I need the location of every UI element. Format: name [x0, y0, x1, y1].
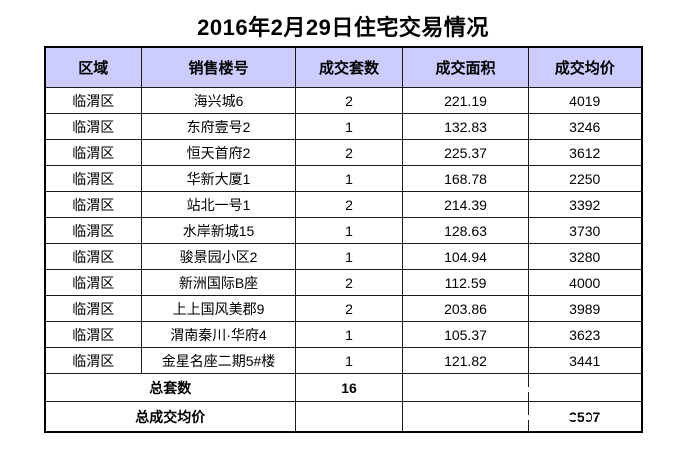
table-row: 临渭区 东府壹号2 1 132.83 3246: [44, 113, 642, 140]
table-cell: 1: [295, 347, 403, 374]
table-cell: 168.78: [402, 165, 529, 192]
summary-row-total-units: 总套数 16: [44, 373, 642, 402]
header-cell-avg-price: 成交均价: [528, 46, 642, 88]
table-cell: 2: [295, 139, 403, 166]
header-cell-region: 区域: [44, 46, 142, 88]
table-cell: 新洲国际B座: [141, 269, 296, 296]
table-cell: 128.63: [402, 217, 529, 244]
table-row: 临渭区 渭南秦川·华府4 1 105.37 3623: [44, 321, 642, 348]
summary-label-total-avg-price: 总成交均价: [44, 401, 296, 433]
table-cell: 203.86: [402, 295, 529, 322]
header-cell-units: 成交套数: [295, 46, 403, 88]
table-cell: 1: [295, 113, 403, 140]
table-cell: 临渭区: [44, 243, 142, 270]
table-row: 临渭区 海兴城6 2 221.19 4019: [44, 87, 642, 114]
table-cell: 3612: [528, 139, 642, 166]
table-cell: 3392: [528, 191, 642, 218]
table-cell: 临渭区: [44, 191, 142, 218]
summary-empty-cell: [528, 373, 642, 402]
summary-empty-cell: [402, 401, 529, 433]
table-cell: 2250: [528, 165, 642, 192]
table-cell: 225.37: [402, 139, 529, 166]
summary-value-total-avg-price: 3507: [528, 401, 642, 433]
table-cell: 3246: [528, 113, 642, 140]
table-cell: 华新大厦1: [141, 165, 296, 192]
summary-empty-cell: [402, 373, 529, 402]
table-cell: 2: [295, 269, 403, 296]
page: 2016年2月29日住宅交易情况 区域 销售楼号 成交套数 成交面积 成交均价 …: [0, 15, 686, 433]
table-cell: 4000: [528, 269, 642, 296]
table-cell: 214.39: [402, 191, 529, 218]
table-row: 临渭区 水岸新城15 1 128.63 3730: [44, 217, 642, 244]
table-row: 临渭区 恒天首府2 2 225.37 3612: [44, 139, 642, 166]
table-cell: 3623: [528, 321, 642, 348]
table-header: 区域 销售楼号 成交套数 成交面积 成交均价: [44, 46, 642, 88]
table-row: 临渭区 骏景园小区2 1 104.94 3280: [44, 243, 642, 270]
table-cell: 骏景园小区2: [141, 243, 296, 270]
table-cell: 临渭区: [44, 321, 142, 348]
table-cell: 112.59: [402, 269, 529, 296]
table-cell: 3280: [528, 243, 642, 270]
table-cell: 105.37: [402, 321, 529, 348]
table-cell: 临渭区: [44, 165, 142, 192]
page-title: 2016年2月29日住宅交易情况: [197, 15, 489, 40]
table-cell: 临渭区: [44, 139, 142, 166]
table-cell: 221.19: [402, 87, 529, 114]
summary-row-total-avg-price: 总成交均价 3507: [44, 401, 642, 433]
table-row: 临渭区 站北一号1 2 214.39 3392: [44, 191, 642, 218]
header-row: 区域 销售楼号 成交套数 成交面积 成交均价: [44, 46, 642, 88]
table-row: 临渭区 上上国风美郡9 2 203.86 3989: [44, 295, 642, 322]
table-cell: 1: [295, 321, 403, 348]
summary-value-total-units: 16: [295, 373, 403, 402]
table-cell: 3989: [528, 295, 642, 322]
table-cell: 3730: [528, 217, 642, 244]
table-cell: 站北一号1: [141, 191, 296, 218]
table-cell: 水岸新城15: [141, 217, 296, 244]
header-cell-building: 销售楼号: [141, 46, 296, 88]
table-row: 临渭区 金星名座二期5#楼 1 121.82 3441: [44, 347, 642, 374]
table-cell: 临渭区: [44, 113, 142, 140]
table-cell: 2: [295, 191, 403, 218]
table-cell: 2: [295, 87, 403, 114]
table-cell: 121.82: [402, 347, 529, 374]
table-cell: 恒天首府2: [141, 139, 296, 166]
summary-label-total-units: 总套数: [44, 373, 296, 402]
header-cell-area: 成交面积: [402, 46, 529, 88]
table-cell: 104.94: [402, 243, 529, 270]
table-cell: 临渭区: [44, 217, 142, 244]
table-row: 临渭区 新洲国际B座 2 112.59 4000: [44, 269, 642, 296]
table-cell: 1: [295, 243, 403, 270]
table-cell: 东府壹号2: [141, 113, 296, 140]
table-summary: 总套数 16 总成交均价 3507: [44, 373, 642, 433]
table-cell: 1: [295, 217, 403, 244]
summary-empty-cell: [295, 401, 403, 433]
table-cell: 金星名座二期5#楼: [141, 347, 296, 374]
table-cell: 上上国风美郡9: [141, 295, 296, 322]
table-cell: 海兴城6: [141, 87, 296, 114]
table-cell: 132.83: [402, 113, 529, 140]
table-cell: 2: [295, 295, 403, 322]
table-cell: 临渭区: [44, 87, 142, 114]
table-cell: 3441: [528, 347, 642, 374]
table-cell: 临渭区: [44, 295, 142, 322]
table-cell: 4019: [528, 87, 642, 114]
table-body: 临渭区 海兴城6 2 221.19 4019 临渭区 东府壹号2 1 132.83 3246 临渭区…: [44, 87, 642, 374]
table-cell: 临渭区: [44, 269, 142, 296]
table-row: 临渭区 华新大厦1 1 168.78 2250: [44, 165, 642, 192]
table-cell: 1: [295, 165, 403, 192]
housing-transactions-table: 区域 销售楼号 成交套数 成交面积 成交均价 临渭区 海兴城6 2 221.19 401…: [43, 46, 643, 433]
table-cell: 临渭区: [44, 347, 142, 374]
table-cell: 渭南秦川·华府4: [141, 321, 296, 348]
